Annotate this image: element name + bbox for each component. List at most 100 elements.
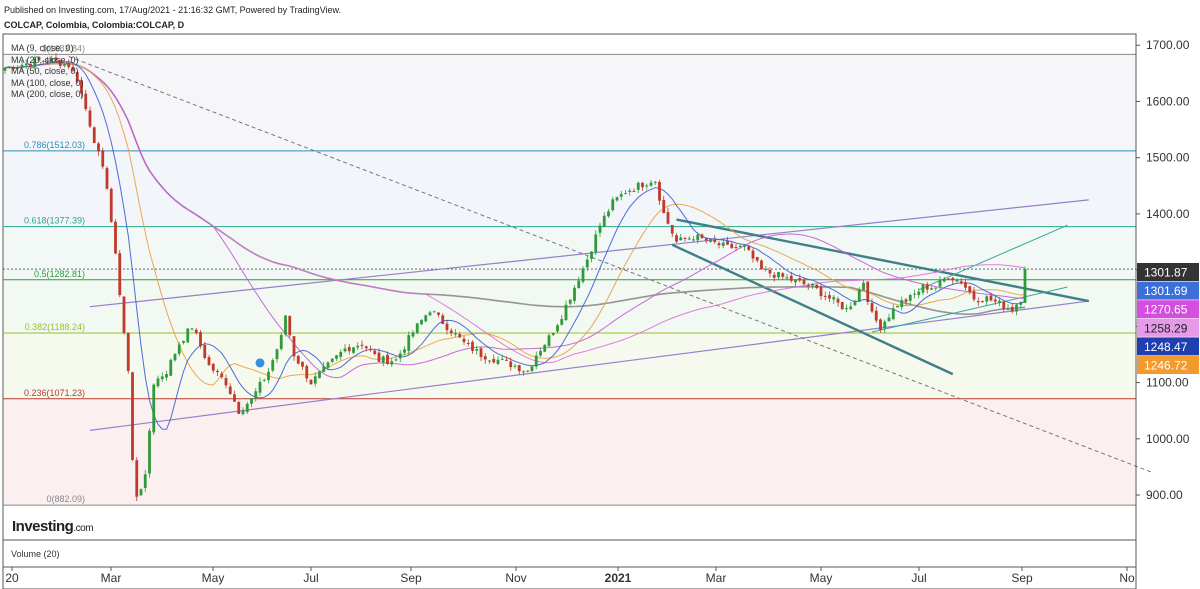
logo-suffix: .com <box>73 523 94 534</box>
price-badge-label: 1258.29 <box>1144 321 1188 335</box>
trend-line-thin <box>871 286 1068 333</box>
x-tick-label: Sep <box>1011 571 1033 585</box>
candle-body <box>233 394 236 402</box>
candle-body <box>377 352 381 362</box>
candle-body <box>152 384 156 433</box>
candle-body <box>441 315 445 324</box>
candle-body <box>126 332 130 371</box>
candle-body <box>54 57 58 61</box>
candle-body <box>33 58 37 68</box>
candle-body <box>662 199 666 214</box>
logo-main: Investing <box>12 518 74 535</box>
candle-body <box>683 238 687 240</box>
candle-body <box>721 242 725 246</box>
candle-body <box>437 312 440 315</box>
candle-body <box>80 80 83 94</box>
candle-body <box>50 58 54 62</box>
candle-body <box>462 338 466 342</box>
ma-20-line <box>4 62 1026 386</box>
candle-body <box>67 62 71 68</box>
candle-body <box>891 308 895 320</box>
candle-body <box>607 211 610 217</box>
candle-body <box>942 278 946 282</box>
candle-body <box>156 378 160 387</box>
candle-body <box>279 334 283 350</box>
candle-body <box>947 278 950 280</box>
fib-label: 0.5(1282.81) <box>34 269 85 279</box>
candle-body <box>794 279 797 283</box>
price-badge <box>1137 356 1199 374</box>
candle-body <box>373 350 377 355</box>
candle-body <box>513 365 517 367</box>
candle-body <box>768 270 772 274</box>
candle-body <box>1023 269 1027 303</box>
candle-body <box>267 371 270 381</box>
trend-line-channel <box>89 199 1089 308</box>
candle-body <box>122 296 126 333</box>
candle-body <box>347 347 351 352</box>
candle-body <box>203 344 207 358</box>
candle-body <box>309 379 313 385</box>
candle-body <box>420 320 423 325</box>
candle-body <box>492 358 496 363</box>
candle-body <box>522 371 525 373</box>
candles <box>3 53 1027 502</box>
candle-body <box>37 57 41 61</box>
candle-body <box>896 305 899 308</box>
candle-body <box>84 93 88 110</box>
candle-body <box>415 323 419 333</box>
candle-body <box>785 277 789 279</box>
candle-body <box>836 298 840 303</box>
candle-body <box>993 299 997 302</box>
candle-body <box>590 251 593 259</box>
fib-label: 1(1683.84) <box>41 43 85 53</box>
candle-body <box>679 237 683 241</box>
candle-body <box>1002 301 1006 309</box>
candle-body <box>318 371 321 378</box>
candle-body <box>547 335 551 346</box>
candle-body <box>959 281 963 284</box>
candle-body <box>466 342 470 344</box>
x-tick-label: May <box>202 571 225 585</box>
candle-body <box>114 221 117 254</box>
candle-body <box>751 250 755 259</box>
candle-body <box>955 279 959 282</box>
candle-body <box>624 193 627 195</box>
candle-body <box>815 284 819 289</box>
candle-body <box>883 321 887 329</box>
volume-pane-label: Volume (20) <box>11 549 60 559</box>
candle-body <box>330 358 334 362</box>
candle-body <box>670 225 674 234</box>
candle-body <box>964 282 967 288</box>
candle-body <box>789 275 793 281</box>
candle-body <box>381 356 385 363</box>
candle-body <box>556 325 559 332</box>
candle-body <box>339 351 343 357</box>
candle-body <box>245 403 249 413</box>
candle-body <box>913 293 916 295</box>
x-tick-label: Mar <box>101 571 122 585</box>
candle-body <box>1010 306 1014 312</box>
candle-body <box>743 245 746 247</box>
candle-body <box>904 299 908 302</box>
candle-body <box>296 355 300 364</box>
candle-body <box>454 333 457 335</box>
candle-body <box>764 268 768 270</box>
candle-body <box>802 279 806 285</box>
candle-body <box>560 319 564 325</box>
candle-body <box>781 273 785 277</box>
y-tick-label: 1400.00 <box>1146 207 1190 221</box>
candle-body <box>734 247 738 249</box>
candle-body <box>517 365 521 372</box>
candle-body <box>938 280 942 287</box>
price-badge <box>1137 337 1199 356</box>
fib-label: 0.786(1512.03) <box>24 140 85 150</box>
candle-body <box>539 350 542 356</box>
x-tick-label: Jul <box>303 571 318 585</box>
symbol-title: COLCAP, Colombia, Colombia:COLCAP, D <box>4 20 185 30</box>
candle-body <box>46 60 49 62</box>
candle-body <box>343 348 347 352</box>
candle-body <box>845 308 848 310</box>
candle-body <box>887 317 891 322</box>
